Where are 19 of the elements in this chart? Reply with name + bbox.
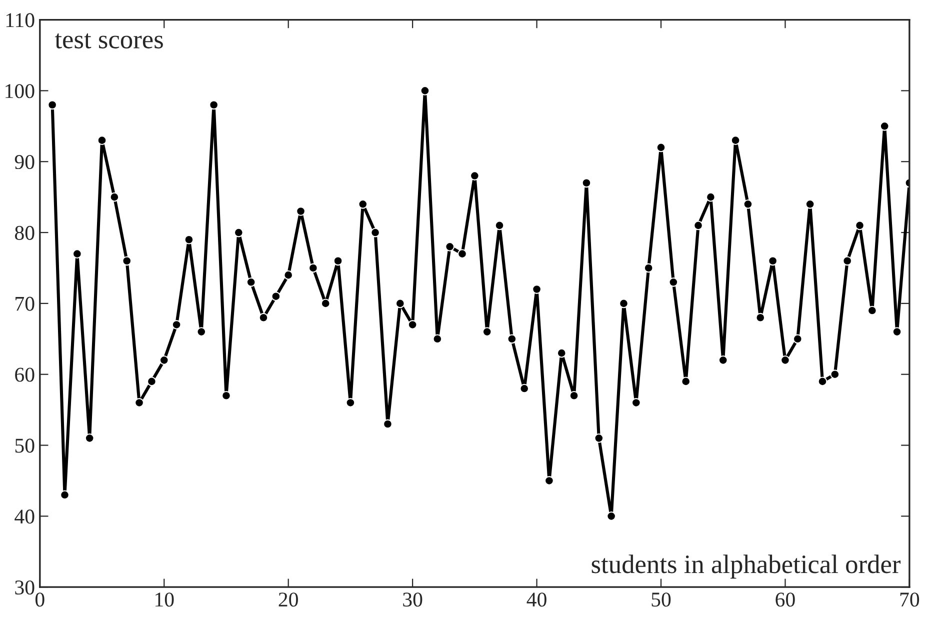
y-tick-label: 30	[15, 580, 34, 595]
y-tick-label: 80	[15, 226, 34, 240]
x-tick-label: 30	[403, 592, 422, 607]
x-axis-title: students in alphabetical order	[592, 554, 901, 579]
x-tick-label: 20	[278, 592, 298, 607]
y-axis-title: test scores	[54, 33, 163, 48]
x-tick-label: 10	[156, 592, 174, 607]
x-tick-label: 60	[776, 592, 795, 607]
x-tick-label: 40	[526, 592, 546, 607]
y-tick-label: 110	[6, 13, 34, 28]
x-tick-label: 50	[652, 592, 671, 607]
y-tick-label: 60	[15, 368, 34, 382]
y-tick-label: 90	[14, 154, 34, 170]
y-tick-label: 100	[6, 84, 34, 98]
x-tick-label: 0	[35, 592, 44, 607]
y-tick-label: 70	[16, 296, 34, 311]
y-tick-label: 50	[15, 438, 34, 453]
y-tick-label: 40	[14, 510, 34, 524]
x-tick-label: 70	[900, 592, 920, 607]
